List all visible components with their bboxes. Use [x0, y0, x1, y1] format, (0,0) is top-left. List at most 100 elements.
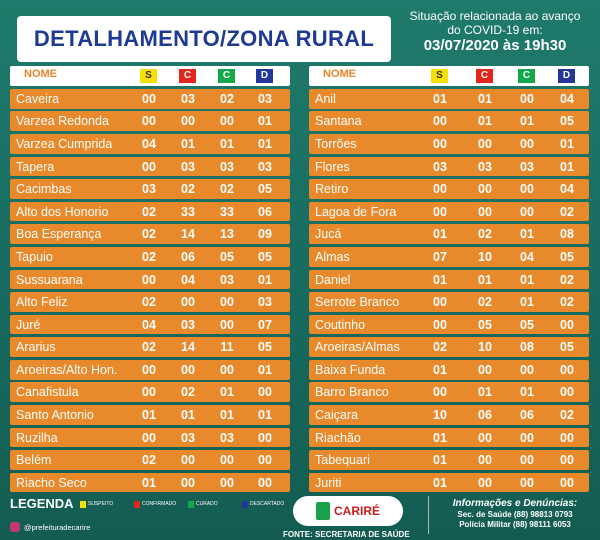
- location-name: Sussuarana: [16, 272, 83, 287]
- curado-value: 01: [520, 227, 534, 242]
- header-curado: C: [518, 69, 535, 83]
- contact-line-policia: Polícia Militar (88) 98111 6053: [459, 520, 571, 529]
- location-name: Flores: [315, 159, 350, 174]
- suspeito-value: 10: [433, 407, 447, 422]
- curado-value: 01: [520, 272, 534, 287]
- curado-value: 00: [520, 182, 534, 197]
- suspeito-value: 02: [142, 249, 156, 264]
- location-name: Boa Esperança: [16, 227, 102, 242]
- descartado-value: 01: [258, 407, 272, 422]
- suspeito-value: 02: [142, 295, 156, 310]
- curado-value: 00: [520, 91, 534, 106]
- legend-text: SUSPEITO: [88, 501, 114, 507]
- legend-item: CONFIRMADO: [134, 500, 184, 509]
- location-name: Santo Antonio: [16, 407, 94, 422]
- curado-value: 01: [220, 137, 234, 152]
- confirmado-value: 02: [181, 385, 195, 400]
- confirmado-value: 05: [478, 317, 492, 332]
- location-name: Belém: [16, 453, 52, 468]
- suspeito-value: 03: [433, 159, 447, 174]
- table-row: Ararius 02 14 11 05: [10, 337, 290, 357]
- descartado-value: 04: [560, 182, 574, 197]
- suspeito-value: 00: [142, 114, 156, 129]
- table-row: Anil 01 01 00 04: [309, 88, 589, 109]
- suspeito-value: 02: [142, 227, 156, 242]
- suspeito-value: 01: [433, 453, 447, 468]
- confirmado-value: 03: [181, 430, 195, 445]
- header-confirmado: C: [476, 69, 493, 83]
- location-name: Coutinho: [315, 317, 366, 332]
- curado-value: 03: [220, 159, 234, 174]
- table-header: NOME S C C D: [10, 66, 290, 86]
- location-name: Varzea Redonda: [16, 114, 109, 129]
- legend-text: DESCARTADO: [250, 501, 285, 507]
- descartado-value: 02: [560, 272, 574, 287]
- left-table: NOME S C C D Caveira 00 03 02 03 Varzea Redon…: [10, 66, 290, 493]
- descartado-value: 06: [258, 204, 272, 219]
- descartado-value: 00: [560, 385, 574, 400]
- confirmado-value: 00: [181, 362, 195, 377]
- descartado-value: 02: [560, 407, 574, 422]
- curado-value: 01: [520, 385, 534, 400]
- suspeito-value: 01: [433, 91, 447, 106]
- suspeito-value: 00: [433, 317, 447, 332]
- confirmado-value: 00: [478, 137, 492, 152]
- location-name: Daniel: [315, 272, 351, 287]
- suspeito-value: 01: [433, 475, 447, 490]
- suspeito-value: 00: [433, 137, 447, 152]
- descartado-value: 00: [258, 453, 272, 468]
- table-row: Retiro 00 00 00 04: [309, 179, 589, 199]
- header-curado: C: [218, 69, 235, 83]
- descartado-value: 01: [258, 114, 272, 129]
- location-name: Tapera: [16, 159, 55, 174]
- table-row: Juriti 01 00 00 00: [309, 472, 589, 493]
- confirmado-value: 01: [181, 137, 195, 152]
- location-name: Santana: [315, 114, 362, 129]
- descartado-value: 04: [560, 91, 574, 106]
- descartado-value: 05: [258, 340, 272, 355]
- contact-line-saude: Sec. de Saúde (88) 98813 0793: [457, 510, 573, 519]
- suspeito-value: 01: [142, 407, 156, 422]
- descartado-value: 09: [258, 227, 272, 242]
- descartado-value: 02: [560, 295, 574, 310]
- instagram-icon: [10, 522, 20, 532]
- confirmado-value: 00: [181, 475, 195, 490]
- confirmado-value: 02: [478, 295, 492, 310]
- location-name: Caiçara: [315, 407, 359, 422]
- confirmado-value: 02: [478, 227, 492, 242]
- right-table: NOME S C C D Anil 01 01 00 04 Santana 00 01 01 05…: [309, 66, 589, 493]
- table-row: Boa Esperança 02 14 13 09: [10, 224, 290, 245]
- curado-value: 00: [220, 362, 234, 377]
- legend-item: DESCARTADO: [242, 500, 292, 509]
- instagram-handle: @prefeituradecarire: [10, 522, 90, 532]
- right-rows: Anil 01 01 00 04 Santana 00 01 01 05 Torrões 00 00 00…: [309, 88, 589, 493]
- curado-value: 00: [220, 453, 234, 468]
- location-name: Baixa Funda: [315, 362, 386, 377]
- curado-value: 02: [220, 182, 234, 197]
- suspeito-value: 00: [433, 204, 447, 219]
- location-name: Tabequari: [315, 453, 370, 468]
- location-name: Barro Branco: [315, 385, 389, 400]
- logo-text: CARIRÉ: [333, 504, 380, 518]
- header-descartado: D: [558, 69, 575, 83]
- table-row: Serrote Branco 00 02 01 02: [309, 292, 589, 312]
- curado-value: 01: [520, 114, 534, 129]
- table-row: Caveira 00 03 02 03: [10, 88, 290, 109]
- suspeito-value: 00: [433, 385, 447, 400]
- suspeito-value: 02: [142, 204, 156, 219]
- legend-item: SUSPEITO: [80, 500, 130, 509]
- curado-value: 03: [520, 159, 534, 174]
- suspeito-value: 00: [142, 272, 156, 287]
- location-name: Ruzilha: [16, 430, 58, 445]
- suspeito-value: 01: [433, 430, 447, 445]
- table-row: Lagoa de Fora 00 00 00 02: [309, 201, 589, 222]
- curado-value: 00: [520, 204, 534, 219]
- contact-title: Informações e Denúncias:: [452, 498, 578, 509]
- confirmado-value: 04: [181, 272, 195, 287]
- confirmado-value: 10: [478, 340, 492, 355]
- curado-value: 06: [520, 407, 534, 422]
- situation-date: 03/07/2020 às 19h30: [423, 37, 567, 54]
- curado-value: 00: [220, 295, 234, 310]
- table-row: Ruzilha 00 03 03 00: [10, 427, 290, 448]
- location-name: Riachão: [315, 430, 361, 445]
